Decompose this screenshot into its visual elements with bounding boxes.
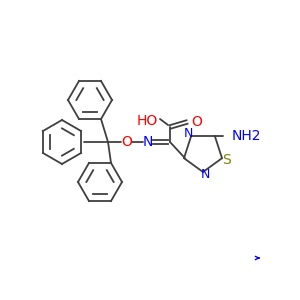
Text: N: N: [200, 169, 210, 182]
Text: NH2: NH2: [232, 129, 261, 143]
Text: N: N: [143, 135, 153, 149]
Text: S: S: [222, 153, 230, 167]
Text: O: O: [122, 135, 132, 149]
Text: N: N: [184, 127, 193, 140]
Text: HO: HO: [137, 114, 158, 128]
Text: O: O: [191, 115, 202, 129]
